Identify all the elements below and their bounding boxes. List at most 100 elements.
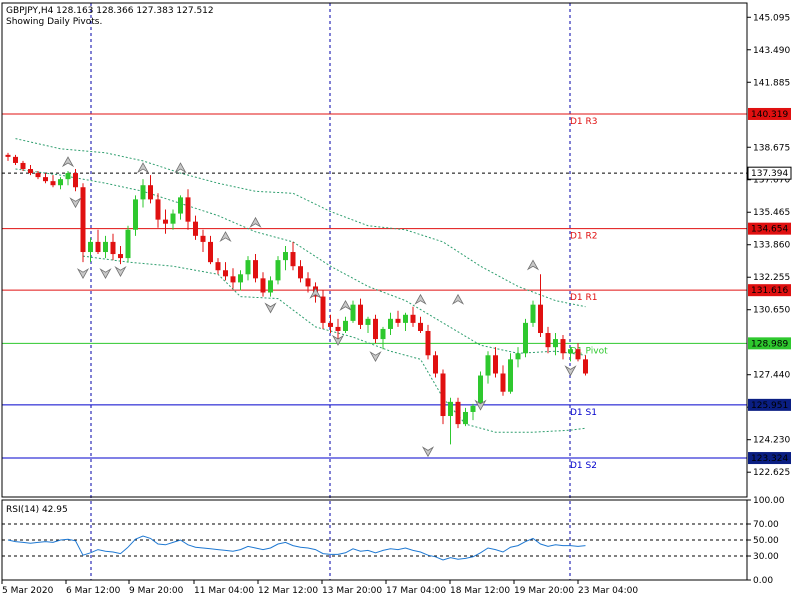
candle-body: [88, 241, 93, 253]
candle-body: [485, 355, 491, 376]
pivot-price-tag-bg: [748, 452, 791, 465]
candle: [358, 298, 363, 329]
candle: [133, 195, 138, 236]
candle-body: [455, 401, 461, 425]
fractal-down-marker: [69, 197, 82, 209]
candle: [545, 326, 551, 354]
candle: [500, 365, 506, 396]
y-tick-label: 141.885: [753, 78, 790, 88]
candle: [553, 333, 558, 356]
candle-body: [200, 235, 206, 242]
candle: [170, 209, 176, 230]
candle-body: [343, 320, 348, 331]
candle-body: [253, 260, 258, 279]
pivot-label: D1 R2: [570, 232, 598, 242]
y-tick-label: 127.440: [753, 371, 790, 381]
candle-body: [523, 322, 528, 354]
pivot-price-tag: 125.951: [751, 401, 788, 411]
axes: 145.095 143.490 141.885 138.675 137.070 135.4…: [1, 2, 790, 596]
candle: [178, 195, 183, 220]
candle: [335, 318, 341, 340]
envelope-bands: [15, 138, 586, 433]
fractal-up-marker: [339, 299, 352, 311]
candle: [575, 343, 581, 362]
candle: [275, 256, 281, 285]
y-tick-label: 135.465: [753, 208, 790, 218]
candle: [185, 189, 191, 230]
candle-body: [178, 197, 183, 214]
pivot-price-tag-bg: [748, 284, 791, 297]
candle-body: [125, 229, 131, 259]
candle-body: [65, 173, 71, 180]
rsi-tick-label: 100.00: [753, 496, 785, 506]
candle: [425, 324, 431, 360]
candle-body: [28, 169, 33, 174]
candle-body: [380, 328, 386, 340]
pivot-price-tag: 128.989: [751, 339, 788, 349]
fractal-up-marker: [219, 231, 232, 243]
candle-body: [185, 197, 191, 222]
y-tick-label: 130.650: [753, 306, 790, 316]
candle-body: [538, 304, 543, 334]
candle-body: [365, 318, 371, 325]
candle: [523, 318, 528, 358]
fractal-down-marker: [369, 351, 382, 363]
candle-body: [470, 405, 476, 412]
candle: [28, 164, 33, 176]
candle-body: [193, 221, 198, 236]
candle-body: [80, 187, 86, 253]
crosshair-price-tag: 137.394: [751, 169, 788, 179]
candle: [448, 397, 453, 445]
candle-body: [560, 339, 566, 354]
candle: [65, 171, 71, 186]
candle: [193, 215, 198, 240]
candle-body: [223, 270, 228, 277]
candle: [403, 312, 408, 331]
candle: [463, 407, 468, 427]
y-tick-label: 122.625: [753, 468, 790, 478]
envelope-middle: [15, 168, 586, 356]
fractal-down-marker: [99, 268, 112, 280]
pivot-price-tag: 123.324: [751, 454, 788, 464]
candle: [253, 254, 258, 283]
candle-body: [215, 262, 221, 271]
fractal-up-marker: [174, 162, 187, 174]
candle-body: [328, 322, 333, 327]
y-tick-label: 145.095: [753, 13, 790, 23]
rsi-tick-label: 30.00: [753, 552, 779, 562]
pivot-note: Showing Daily Pivots.: [6, 17, 102, 27]
fractal-down-marker: [331, 334, 345, 346]
candle-body: [163, 219, 168, 224]
candle: [283, 245, 288, 271]
y-tick-label: 133.860: [753, 241, 790, 251]
candle: [298, 260, 303, 283]
candle-body: [425, 330, 431, 356]
y-tick-label: 137.070: [753, 176, 790, 186]
pivot-label: D1 S1: [570, 408, 597, 418]
candle: [508, 353, 513, 394]
candle: [320, 290, 326, 329]
x-tick-label: 11 Mar 04:00: [194, 586, 254, 596]
x-tick-label: 17 Mar 04:00: [386, 586, 446, 596]
candle-body: [230, 276, 236, 283]
candle: [343, 316, 348, 334]
pivot-label: D1 Pivot: [570, 346, 608, 356]
rsi-label: RSI(14) 42.95: [6, 505, 68, 515]
candle: [13, 154, 18, 165]
candle: [560, 335, 566, 360]
fractal-down-marker: [421, 446, 435, 458]
pivot-price-tag: 134.654: [751, 225, 788, 235]
candle: [140, 179, 146, 208]
pivot-price-tag-bg: [748, 337, 791, 350]
candle-body: [283, 252, 288, 261]
candle: [290, 241, 296, 271]
x-tick-label: 19 Mar 20:00: [514, 586, 574, 596]
candle-body: [260, 278, 266, 293]
candle: [58, 177, 63, 190]
x-tick-label: 9 Mar 20:00: [129, 586, 184, 596]
pivot-price-tag-bg: [748, 107, 791, 120]
pivot-price-tag: 140.319: [751, 110, 788, 120]
fractal-up-marker: [451, 293, 465, 305]
